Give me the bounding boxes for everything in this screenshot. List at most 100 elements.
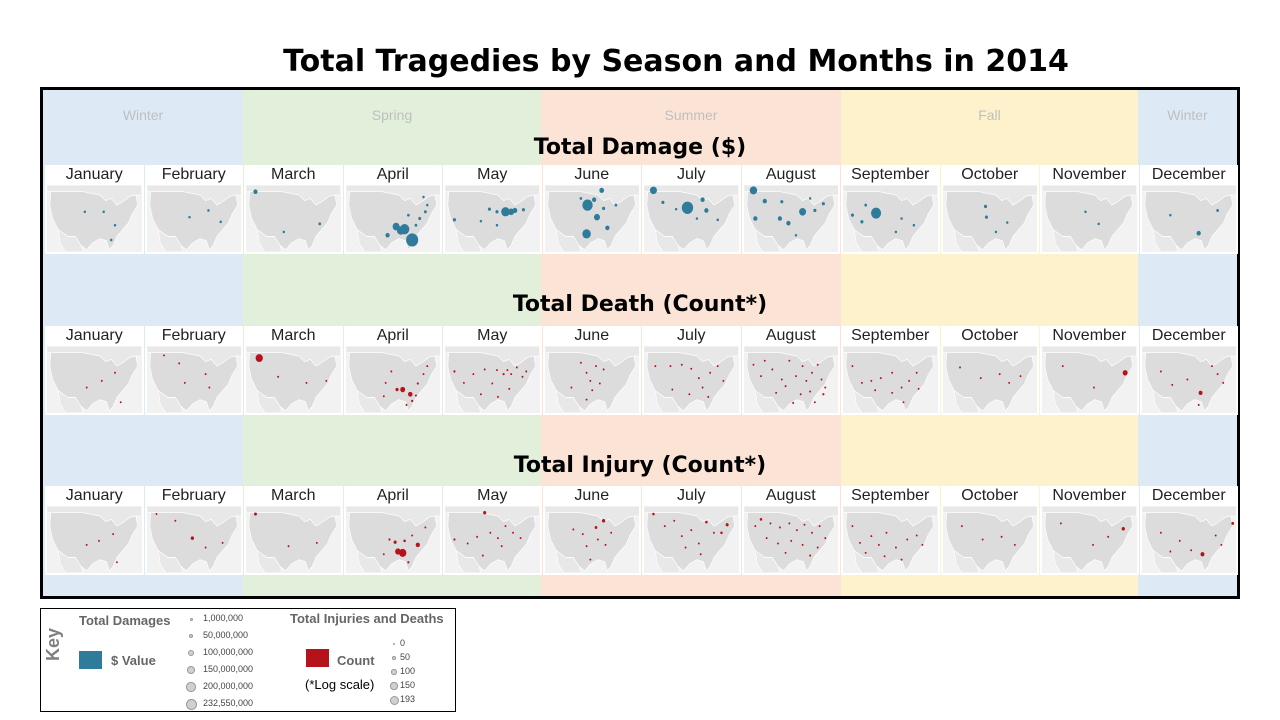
data-point [864, 551, 867, 554]
data-point [752, 363, 754, 366]
data-point [113, 223, 117, 227]
size-circle [391, 669, 397, 675]
data-point [900, 217, 903, 220]
key-count-label: Count [337, 653, 375, 668]
data-point [305, 381, 308, 384]
data-point [500, 545, 503, 548]
data-point [495, 223, 499, 227]
data-point [581, 199, 593, 211]
data-point [894, 546, 897, 549]
data-point [384, 381, 387, 384]
month-label: July [677, 166, 706, 183]
data-point [808, 197, 811, 200]
us-map [246, 506, 341, 573]
map-cell-june: June [542, 326, 641, 415]
data-point [521, 375, 524, 378]
key-label: Key [43, 627, 63, 661]
data-point [405, 233, 418, 247]
map-cell-july: July [642, 486, 741, 575]
map-cell-january: January [45, 326, 144, 415]
us-map [843, 346, 938, 413]
map-cell-november: November [1040, 326, 1139, 415]
month-label: September [851, 487, 930, 504]
data-point [816, 363, 819, 366]
data-point [900, 386, 903, 389]
month-label: November [1052, 487, 1127, 504]
data-point [1168, 213, 1172, 217]
data-point [594, 525, 597, 529]
month-label: September [851, 327, 930, 344]
data-point [994, 230, 997, 234]
data-point [777, 216, 782, 221]
data-point [663, 525, 666, 528]
us-map [47, 506, 142, 573]
size-label: 100 [400, 666, 416, 676]
us-map [345, 185, 440, 252]
data-point [1122, 370, 1128, 376]
legend-key: Key Total Damages $ Value 1,000,000 50,00… [40, 608, 456, 712]
data-point [787, 522, 790, 525]
season-label-winter: Winter [122, 107, 164, 123]
data-point [1084, 210, 1087, 214]
us-map [1042, 346, 1137, 413]
map-cell-september: September [841, 326, 940, 415]
us-map [743, 346, 838, 413]
data-point [690, 367, 693, 370]
size-circle [187, 666, 195, 674]
data-point [483, 511, 487, 515]
data-point [614, 203, 617, 207]
data-point [908, 379, 911, 382]
data-point [759, 518, 762, 521]
data-point [1093, 386, 1095, 389]
data-point [510, 373, 513, 376]
data-point [398, 548, 406, 557]
map-cell-august: August [741, 326, 840, 415]
data-point [382, 553, 385, 556]
data-point [652, 512, 655, 516]
data-point [183, 381, 186, 384]
data-point [1092, 543, 1094, 546]
data-point [794, 375, 797, 378]
us-map [1141, 506, 1236, 573]
data-point [821, 202, 825, 206]
data-point [958, 366, 961, 369]
us-map [743, 185, 838, 252]
us-map [942, 185, 1037, 252]
section-title-death: Total Death (Count*) [512, 292, 768, 317]
data-point [585, 398, 588, 401]
data-point [798, 208, 806, 216]
data-point [1198, 390, 1203, 396]
month-label: November [1052, 327, 1127, 344]
data-point [489, 531, 492, 534]
data-point [502, 372, 505, 376]
data-point [784, 551, 787, 554]
data-point [204, 373, 207, 376]
map-cell-may: May [443, 326, 542, 415]
data-point [891, 391, 894, 394]
data-point [570, 386, 572, 389]
data-point [851, 365, 854, 368]
data-point [690, 529, 693, 532]
data-point [749, 186, 757, 195]
data-point [902, 401, 905, 404]
data-point [661, 200, 665, 205]
size-circle [188, 633, 194, 639]
data-point [778, 526, 781, 529]
map-cell-december: December [1139, 486, 1238, 575]
data-point [525, 370, 528, 373]
data-point [585, 371, 588, 374]
data-point [801, 543, 804, 546]
month-label: November [1052, 166, 1127, 183]
us-map [246, 346, 341, 413]
month-label: June [574, 487, 610, 504]
map-cell-march: March [244, 326, 343, 415]
data-point [579, 196, 582, 200]
month-label: May [477, 487, 508, 504]
data-point [598, 187, 604, 193]
data-point [585, 545, 588, 548]
season-label-winter2: Winter [1167, 107, 1208, 123]
map-cell-may: May [443, 486, 542, 575]
data-point [859, 541, 861, 544]
data-point [1168, 550, 1171, 553]
month-label: August [765, 166, 816, 183]
